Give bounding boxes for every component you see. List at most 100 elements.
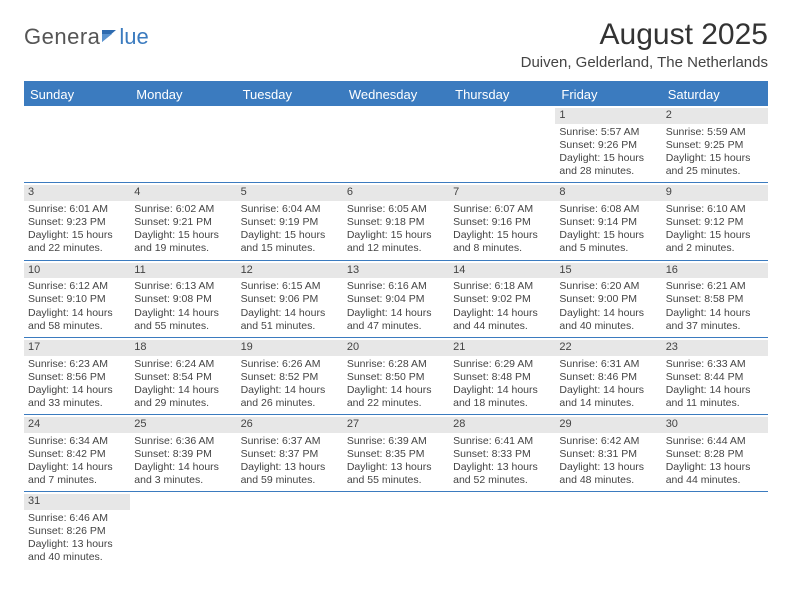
day-number-row: 8: [555, 185, 661, 201]
cell-line: Daylight: 14 hours: [559, 384, 657, 397]
calendar-cell: 18Sunrise: 6:24 AMSunset: 8:54 PMDayligh…: [130, 338, 236, 414]
dow-sunday: Sunday: [24, 83, 130, 106]
day-number-row: 27: [343, 417, 449, 433]
cell-line: Sunrise: 6:02 AM: [134, 203, 232, 216]
calendar-cell: 9Sunrise: 6:10 AMSunset: 9:12 PMDaylight…: [662, 183, 768, 259]
calendar-cell: 31Sunrise: 6:46 AMSunset: 8:26 PMDayligh…: [24, 492, 130, 568]
calendar-cell: 23Sunrise: 6:33 AMSunset: 8:44 PMDayligh…: [662, 338, 768, 414]
dow-monday: Monday: [130, 83, 236, 106]
day-number-row: 4: [130, 185, 236, 201]
day-number-row: 6: [343, 185, 449, 201]
day-number: 12: [241, 264, 253, 276]
cell-line: and 22 minutes.: [28, 242, 126, 255]
cell-line: and 44 minutes.: [666, 474, 764, 487]
day-number-row: 2: [662, 108, 768, 124]
day-number-row: [449, 494, 555, 496]
day-number-row: 10: [24, 263, 130, 279]
cell-line: Sunrise: 6:42 AM: [559, 435, 657, 448]
cell-line: Sunset: 9:12 PM: [666, 216, 764, 229]
calendar-cell: 11Sunrise: 6:13 AMSunset: 9:08 PMDayligh…: [130, 261, 236, 337]
cell-line: Sunset: 9:04 PM: [347, 293, 445, 306]
cell-line: and 58 minutes.: [28, 320, 126, 333]
dow-thursday: Thursday: [449, 83, 555, 106]
cell-line: and 55 minutes.: [134, 320, 232, 333]
cell-line: Daylight: 14 hours: [666, 307, 764, 320]
cell-line: Sunset: 8:46 PM: [559, 371, 657, 384]
cell-line: Daylight: 15 hours: [241, 229, 339, 242]
calendar-cell-empty: [343, 492, 449, 568]
day-number-row: 21: [449, 340, 555, 356]
day-number-row: 17: [24, 340, 130, 356]
calendar-cell-empty: [237, 492, 343, 568]
cell-line: and 26 minutes.: [241, 397, 339, 410]
day-number-row: 16: [662, 263, 768, 279]
cell-line: Daylight: 13 hours: [28, 538, 126, 551]
cell-line: Sunrise: 6:21 AM: [666, 280, 764, 293]
cell-line: Sunrise: 6:36 AM: [134, 435, 232, 448]
cell-line: Daylight: 15 hours: [559, 229, 657, 242]
cell-line: and 51 minutes.: [241, 320, 339, 333]
calendar-cell: 27Sunrise: 6:39 AMSunset: 8:35 PMDayligh…: [343, 415, 449, 491]
cell-line: Daylight: 15 hours: [666, 229, 764, 242]
cell-line: and 44 minutes.: [453, 320, 551, 333]
cell-line: Sunset: 9:06 PM: [241, 293, 339, 306]
cell-line: and 14 minutes.: [559, 397, 657, 410]
day-number: 22: [559, 341, 571, 353]
cell-line: Sunset: 8:39 PM: [134, 448, 232, 461]
logo: Genera lue: [24, 24, 149, 50]
cell-line: and 5 minutes.: [559, 242, 657, 255]
cell-line: Daylight: 14 hours: [28, 461, 126, 474]
day-number-row: 15: [555, 263, 661, 279]
cell-line: Sunrise: 6:44 AM: [666, 435, 764, 448]
calendar-cell-empty: [449, 106, 555, 182]
cell-line: Sunrise: 6:37 AM: [241, 435, 339, 448]
day-number-row: 7: [449, 185, 555, 201]
day-number: 10: [28, 264, 40, 276]
cell-line: Sunrise: 6:05 AM: [347, 203, 445, 216]
cell-line: Sunset: 9:21 PM: [134, 216, 232, 229]
day-number: 20: [347, 341, 359, 353]
day-number-row: 14: [449, 263, 555, 279]
day-number: 23: [666, 341, 678, 353]
calendar-cell: 28Sunrise: 6:41 AMSunset: 8:33 PMDayligh…: [449, 415, 555, 491]
calendar-week: 31Sunrise: 6:46 AMSunset: 8:26 PMDayligh…: [24, 492, 768, 568]
cell-line: Daylight: 15 hours: [559, 152, 657, 165]
calendar-cell: 20Sunrise: 6:28 AMSunset: 8:50 PMDayligh…: [343, 338, 449, 414]
cell-line: Daylight: 15 hours: [453, 229, 551, 242]
day-number: 1: [559, 109, 565, 121]
cell-line: Daylight: 15 hours: [347, 229, 445, 242]
day-number: 27: [347, 418, 359, 430]
cell-line: Sunset: 9:18 PM: [347, 216, 445, 229]
day-number-row: 22: [555, 340, 661, 356]
day-number-row: 28: [449, 417, 555, 433]
cell-line: Sunset: 8:48 PM: [453, 371, 551, 384]
day-number: 9: [666, 186, 672, 198]
day-number: 3: [28, 186, 34, 198]
cell-line: Daylight: 13 hours: [347, 461, 445, 474]
day-number-row: [130, 108, 236, 110]
cell-line: and 55 minutes.: [347, 474, 445, 487]
day-number: 8: [559, 186, 565, 198]
cell-line: and 25 minutes.: [666, 165, 764, 178]
logo-text-part2: lue: [119, 24, 148, 50]
day-number: 29: [559, 418, 571, 430]
cell-line: Sunset: 8:35 PM: [347, 448, 445, 461]
day-number: 13: [347, 264, 359, 276]
day-number: 19: [241, 341, 253, 353]
cell-line: and 7 minutes.: [28, 474, 126, 487]
cell-line: Sunrise: 6:15 AM: [241, 280, 339, 293]
day-number: 11: [134, 264, 145, 276]
day-number: 15: [559, 264, 571, 276]
day-number: 25: [134, 418, 146, 430]
cell-line: Sunrise: 6:18 AM: [453, 280, 551, 293]
cell-line: Sunset: 8:50 PM: [347, 371, 445, 384]
cell-line: and 12 minutes.: [347, 242, 445, 255]
cell-line: Sunset: 8:42 PM: [28, 448, 126, 461]
cell-line: and 48 minutes.: [559, 474, 657, 487]
cell-line: and 37 minutes.: [666, 320, 764, 333]
calendar-cell-empty: [555, 492, 661, 568]
calendar-cell: 4Sunrise: 6:02 AMSunset: 9:21 PMDaylight…: [130, 183, 236, 259]
cell-line: Daylight: 14 hours: [28, 384, 126, 397]
cell-line: Daylight: 14 hours: [347, 307, 445, 320]
cell-line: Sunrise: 6:23 AM: [28, 358, 126, 371]
